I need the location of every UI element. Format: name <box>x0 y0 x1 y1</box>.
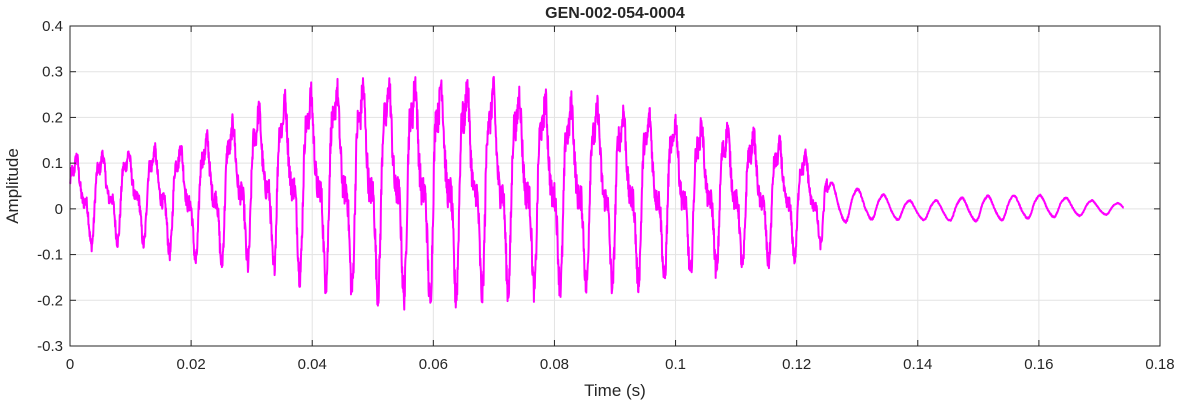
y-tick-label: 0.4 <box>42 18 63 35</box>
series-group <box>69 75 1125 311</box>
y-tick-label: -0.3 <box>37 338 63 355</box>
x-tick-label: 0.12 <box>782 356 811 373</box>
x-axis: 0 0.02 0.04 0.06 0.08 0.1 0.12 0.14 0.16 0.18 <box>66 26 1175 373</box>
x-axis-label: Time (s) <box>584 381 646 400</box>
x-tick-label: 0 <box>66 356 74 373</box>
y-tick-label: 0.1 <box>42 155 63 172</box>
x-tick-label: 0.08 <box>540 356 569 373</box>
y-tick-label: 0.3 <box>42 64 63 81</box>
plot-area-frame <box>69 25 1161 347</box>
x-tick-label: 0.16 <box>1024 356 1053 373</box>
x-tick-label: 0.14 <box>903 356 932 373</box>
series-line <box>69 75 1125 311</box>
y-tick-label: -0.2 <box>37 292 63 309</box>
x-tick-label: 0.02 <box>177 356 206 373</box>
y-tick-label: 0 <box>55 201 63 218</box>
x-tick-label: 0.1 <box>665 356 686 373</box>
y-tick-label: 0.2 <box>42 109 63 126</box>
y-axis: -0.3 -0.2 -0.1 0 0.1 0.2 0.3 0.4 <box>37 18 1160 355</box>
y-tick-label: -0.1 <box>37 247 63 264</box>
chart-title: GEN-002-054-0004 <box>545 5 685 22</box>
x-tick-label: 0.18 <box>1145 356 1174 373</box>
x-tick-label: 0.04 <box>298 356 327 373</box>
y-axis-label: Amplitude <box>3 148 22 224</box>
x-tick-label: 0.06 <box>419 356 448 373</box>
